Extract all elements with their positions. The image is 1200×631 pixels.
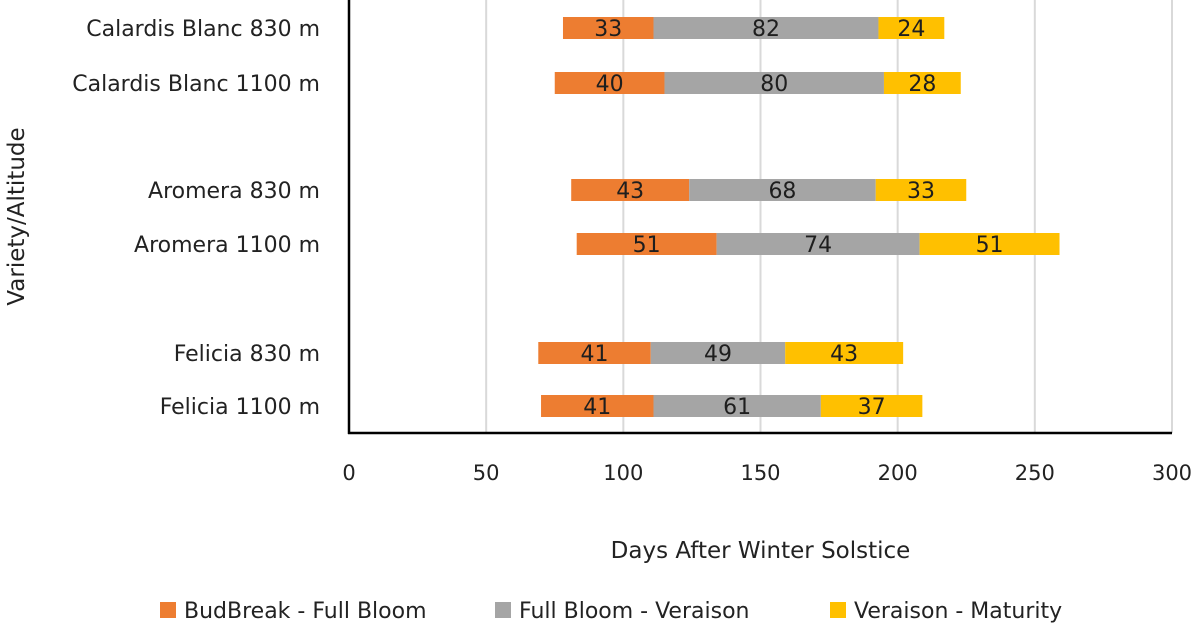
category-labels: Calardis Blanc 830 m Calardis Blanc 1100 … <box>72 17 320 420</box>
data-label: 37 <box>858 395 886 420</box>
axes <box>347 0 1172 435</box>
data-label: 41 <box>581 342 609 367</box>
bar-segment <box>664 72 884 94</box>
bar-segment <box>541 395 654 417</box>
legend-label: Veraison - Maturity <box>854 599 1062 624</box>
data-label: 40 <box>596 72 624 97</box>
bar-segment <box>878 17 945 39</box>
data-label: 33 <box>594 17 622 42</box>
bar-segment <box>716 233 920 255</box>
data-label: 74 <box>804 233 832 258</box>
bar-segment <box>650 342 786 364</box>
x-tick-label: 100 <box>603 461 643 485</box>
data-label: 61 <box>723 395 751 420</box>
data-label: 80 <box>760 72 788 97</box>
legend-swatch <box>830 602 846 618</box>
bar-segment <box>653 395 821 417</box>
legend-label: Full Bloom - Veraison <box>519 599 749 624</box>
bar-segment <box>785 342 904 364</box>
data-label: 49 <box>704 342 732 367</box>
x-tick-label: 50 <box>473 461 500 485</box>
bar-segment <box>554 72 665 94</box>
x-tick-labels: 0 50 100 150 200 250 300 <box>342 461 1192 485</box>
data-label: 43 <box>830 342 858 367</box>
bar-segment <box>883 72 961 94</box>
data-label: 43 <box>616 179 644 204</box>
data-label: 51 <box>633 233 661 258</box>
bar-segment <box>538 342 651 364</box>
data-label: 68 <box>768 179 796 204</box>
data-label: 41 <box>583 395 611 420</box>
x-tick-label: 150 <box>740 461 780 485</box>
bar-segment <box>820 395 923 417</box>
bar-segment <box>689 179 876 201</box>
bar-segment <box>571 179 690 201</box>
category-label: Calardis Blanc 830 m <box>86 17 320 42</box>
legend-swatch <box>495 602 511 618</box>
x-tick-label: 0 <box>342 461 355 485</box>
category-label: Aromera 1100 m <box>134 233 320 258</box>
bars: 33 82 24 40 80 28 43 68 33 51 74 51 41 49 43 41 61 37 <box>538 17 1060 420</box>
legend: BudBreak - Full Bloom Full Bloom - Verais… <box>160 599 1062 624</box>
x-tick-label: 250 <box>1015 461 1055 485</box>
category-label: Felicia 1100 m <box>160 395 320 420</box>
x-tick-label: 200 <box>878 461 918 485</box>
data-label: 24 <box>897 17 925 42</box>
legend-label: BudBreak - Full Bloom <box>184 599 427 624</box>
x-axis-title: Days After Winter Solstice <box>611 538 911 564</box>
data-label: 51 <box>976 233 1004 258</box>
x-tick-label: 300 <box>1152 461 1192 485</box>
legend-swatch <box>160 602 176 618</box>
category-label: Aromera 830 m <box>148 179 320 204</box>
category-label: Calardis Blanc 1100 m <box>72 72 320 97</box>
bar-segment <box>576 233 717 255</box>
data-label: 33 <box>907 179 935 204</box>
data-label: 28 <box>908 72 936 97</box>
y-axis-title: Variety/Altitude <box>4 127 30 305</box>
bar-segment <box>562 17 654 39</box>
data-label: 82 <box>752 17 780 42</box>
gridlines <box>485 0 1173 433</box>
bar-segment <box>875 179 967 201</box>
bar-segment <box>919 233 1060 255</box>
bar-segment <box>653 17 879 39</box>
category-label: Felicia 830 m <box>174 342 320 367</box>
